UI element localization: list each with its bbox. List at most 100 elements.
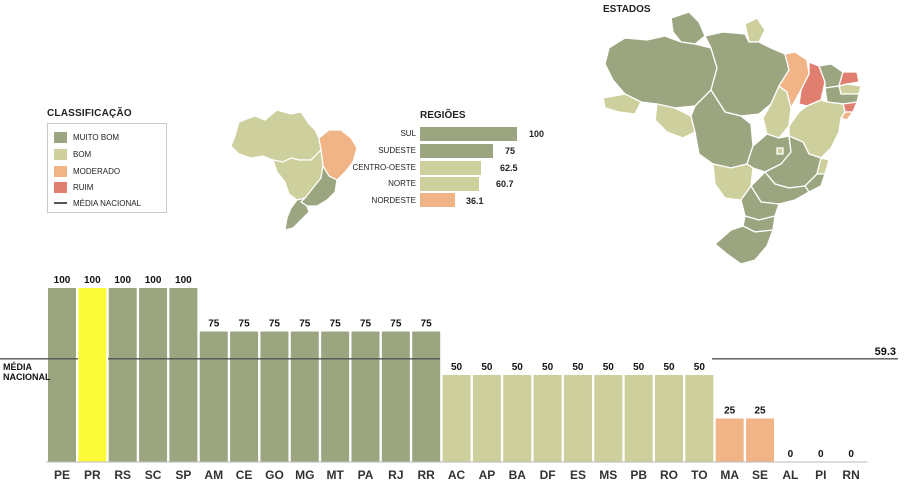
legend-label: MUITO BOM	[73, 132, 120, 142]
bar-mt	[321, 331, 350, 462]
legend-swatch	[54, 131, 67, 143]
bar-df	[533, 375, 562, 462]
bar-pr	[78, 288, 107, 462]
category-label-mt: MT	[326, 468, 344, 482]
data-label-am: 75	[208, 319, 220, 330]
state-df	[776, 147, 784, 155]
region-bar-sul	[420, 127, 517, 141]
state-ap	[744, 17, 766, 43]
category-label-ro: RO	[660, 468, 678, 482]
legend-title: CLASSIFICAÇÃO	[47, 108, 132, 119]
data-label-rs: 100	[114, 275, 131, 286]
state-ma	[778, 51, 810, 110]
region-norte	[230, 109, 322, 163]
region-sudeste	[300, 164, 338, 207]
bar-pa	[351, 331, 380, 462]
legend-item-moderado: MODERADO	[54, 164, 120, 178]
bar-go	[260, 331, 289, 462]
states-map	[602, 11, 862, 265]
region-value-sul: 100	[529, 129, 545, 139]
category-label-ap: AP	[479, 468, 496, 482]
region-label-nordeste: NORDESTE	[371, 196, 416, 205]
data-label-ac: 50	[451, 362, 463, 373]
category-label-mg: MG	[295, 468, 314, 482]
category-label-am: AM	[204, 468, 223, 482]
region-bar-norte	[420, 177, 479, 191]
bar-ma	[715, 418, 744, 462]
state-ba	[788, 99, 846, 159]
legend-swatch	[54, 165, 67, 177]
bar-ba	[503, 375, 532, 462]
data-label-go: 75	[269, 319, 281, 330]
region-label-sudeste: SUDESTE	[378, 146, 416, 155]
category-label-sc: SC	[145, 468, 162, 482]
regions-map	[230, 109, 358, 231]
category-label-pb: PB	[630, 468, 647, 482]
state-rs	[713, 225, 774, 265]
category-label-se: SE	[752, 468, 768, 482]
legend-label: MÉDIA NACIONAL	[73, 198, 142, 208]
data-label-pa: 75	[360, 319, 372, 330]
data-label-pb: 50	[633, 362, 645, 373]
legend-label: MODERADO	[73, 166, 121, 176]
state-ro	[654, 103, 696, 139]
region-bar-centro-oeste	[420, 161, 481, 175]
states-map-title: ESTADOS	[603, 4, 651, 15]
legend-item-media: MÉDIA NACIONAL	[54, 196, 141, 210]
data-label-se: 25	[754, 406, 766, 417]
bar-mg	[290, 331, 319, 462]
bar-pb	[624, 375, 653, 462]
data-label-rj: 75	[390, 319, 402, 330]
data-label-al: 0	[788, 449, 794, 460]
state-rn	[838, 71, 860, 87]
region-label-centro-oeste: CENTRO-OESTE	[352, 163, 416, 172]
state-pb	[838, 83, 862, 95]
data-label-df: 50	[542, 362, 554, 373]
region-value-centro-oeste: 62.5	[500, 163, 518, 173]
legend: MUITO BOM BOM MODERADO RUIM MÉDIA NACION…	[47, 123, 167, 213]
bar-ms	[594, 375, 623, 462]
category-label-rr: RR	[418, 468, 436, 482]
category-label-pr: PR	[84, 468, 101, 482]
data-label-mt: 75	[330, 319, 342, 330]
category-label-ce: CE	[236, 468, 253, 482]
category-label-go: GO	[265, 468, 284, 482]
category-label-pi: PI	[815, 468, 826, 482]
category-label-to: TO	[691, 468, 707, 482]
state-rr	[670, 11, 706, 45]
data-label-es: 50	[572, 362, 584, 373]
bar-ro	[655, 375, 683, 462]
bar-rr	[412, 331, 441, 462]
category-label-ma: MA	[720, 468, 739, 482]
bar-rs	[108, 288, 137, 462]
category-label-rn: RN	[842, 468, 859, 482]
bar-to	[685, 375, 714, 462]
data-label-ba: 50	[512, 362, 524, 373]
region-value-nordeste: 36.1	[466, 196, 484, 206]
bar-es	[563, 375, 592, 462]
legend-line-swatch	[54, 202, 67, 204]
regions-title: REGIÕES	[420, 110, 466, 121]
data-label-mg: 75	[299, 319, 311, 330]
data-label-pr: 100	[84, 275, 101, 286]
data-label-pi: 0	[818, 449, 824, 460]
bar-rj	[381, 331, 410, 462]
bar-pe	[48, 288, 76, 462]
category-label-sp: SP	[175, 468, 191, 482]
data-label-ro: 50	[663, 362, 675, 373]
data-label-rn: 0	[848, 449, 854, 460]
reference-line-label: NACIONAL	[3, 372, 51, 382]
legend-item-ruim: RUIM	[54, 180, 93, 194]
category-label-pe: PE	[54, 468, 70, 482]
legend-swatch	[54, 181, 67, 193]
bar-ac	[442, 375, 471, 462]
category-label-al: AL	[782, 468, 798, 482]
legend-label: RUIM	[73, 182, 94, 192]
legend-item-muito-bom: MUITO BOM	[54, 130, 119, 144]
category-label-ms: MS	[599, 468, 617, 482]
reference-line-label: MÉDIA	[3, 362, 33, 372]
region-sul	[284, 196, 310, 231]
legend-label: BOM	[73, 149, 92, 159]
bar-sp	[169, 288, 198, 462]
bar-ce	[230, 331, 259, 462]
